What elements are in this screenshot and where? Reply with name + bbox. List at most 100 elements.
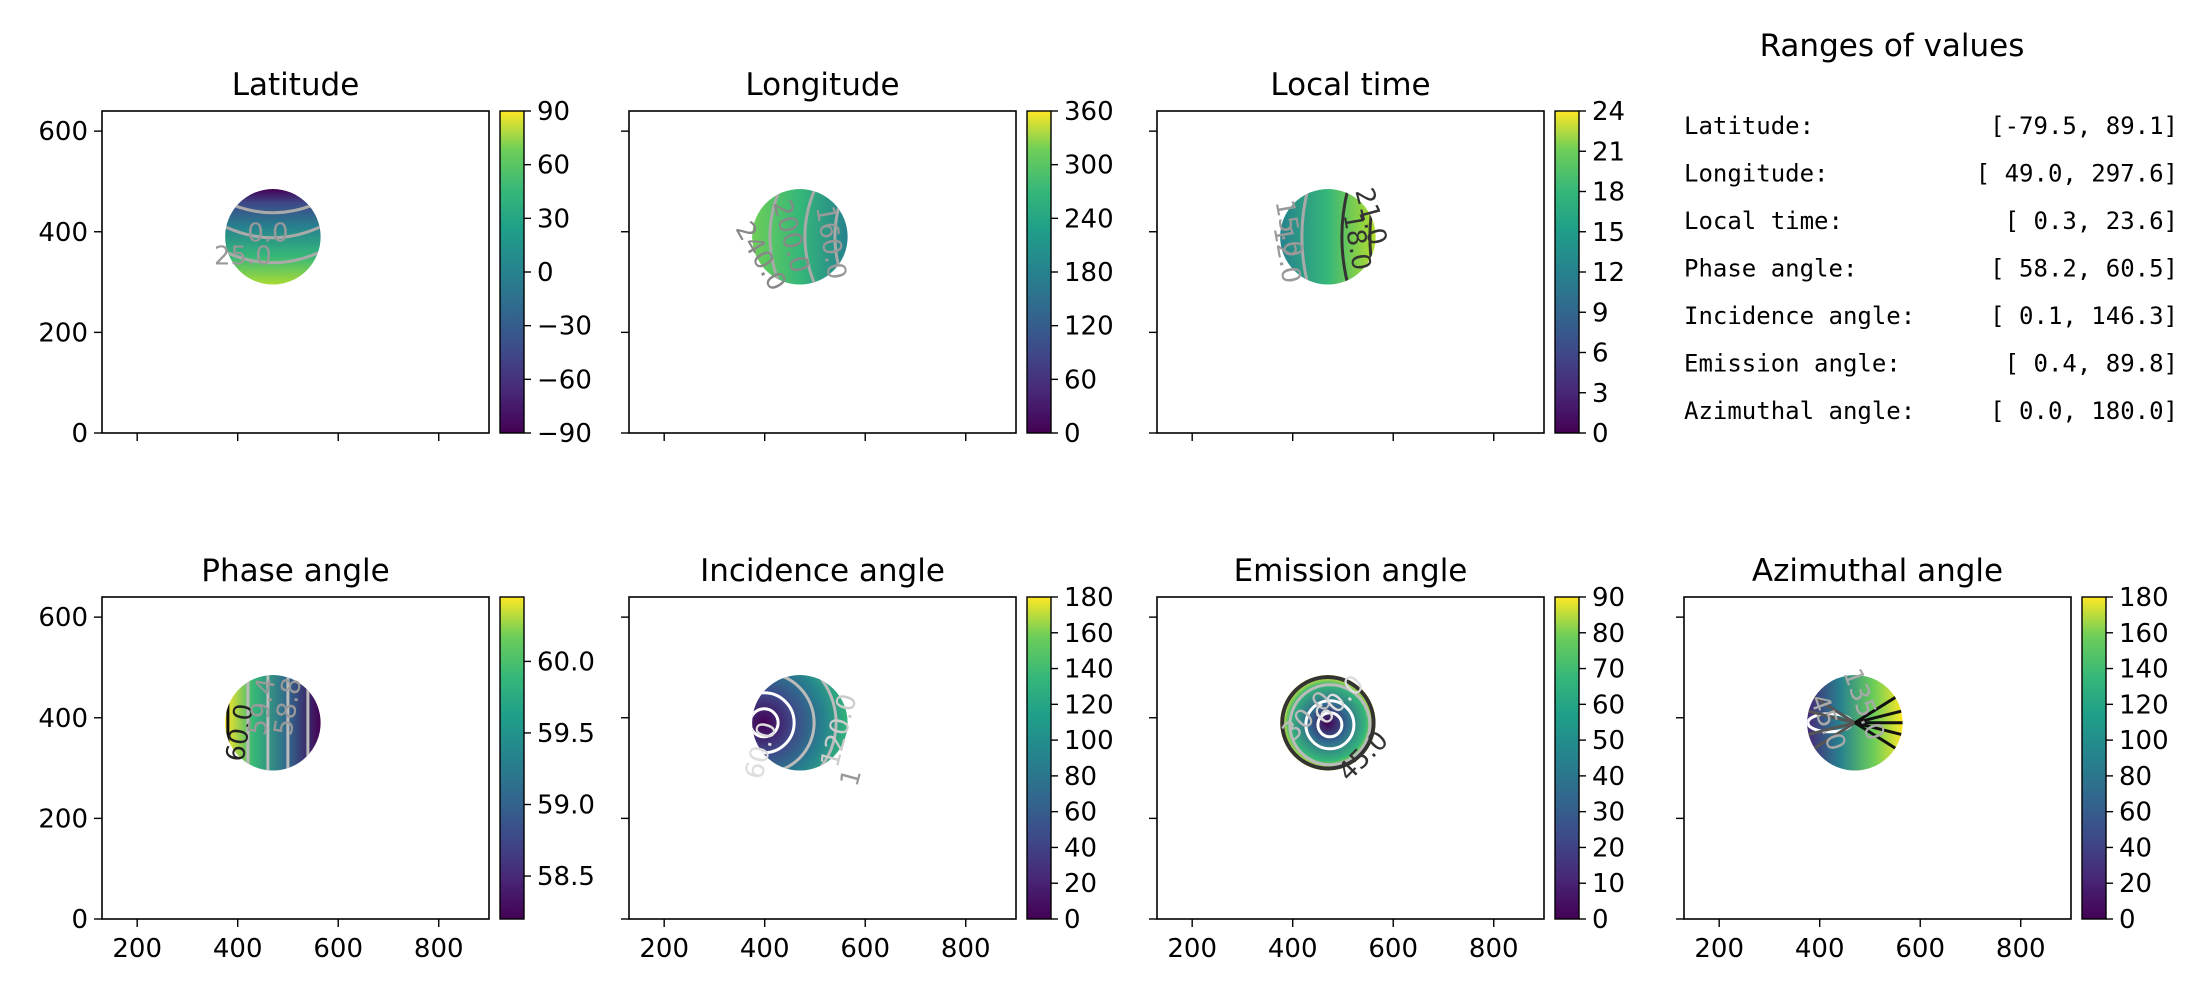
- range-value: [ 49.0, 297.6]: [1976, 160, 2178, 188]
- colorbar-tick-label: 90: [1592, 583, 1625, 613]
- panel-title: Latitude: [232, 67, 360, 103]
- contour-label: 0.0: [247, 218, 288, 248]
- panel-title: Incidence angle: [700, 553, 945, 589]
- colorbar-tick-label: 20: [1592, 833, 1625, 863]
- colorbar-tick-label: 120: [2119, 690, 2169, 720]
- colorbar: [1554, 596, 1580, 920]
- y-tick-label: 600: [38, 117, 88, 147]
- contour-line: [1300, 189, 1310, 285]
- colorbar-tick-label: 20: [1064, 869, 1097, 899]
- y-tick-label: 400: [38, 704, 88, 734]
- range-value: [ 0.3, 23.6]: [2005, 207, 2178, 235]
- colorbar-tick-label: 0: [1064, 419, 1081, 449]
- panel-longitude: Longitude200.0160.0240.03603002401801206…: [621, 67, 1114, 449]
- colorbar-tick-label: −30: [537, 312, 592, 342]
- ranges-of-values: Ranges of values Latitude: [-79.5, 89.1] L…: [1684, 28, 2178, 425]
- colorbar-tick-label: 160: [1064, 619, 1114, 649]
- colorbar-tick-label: 60: [2119, 798, 2152, 828]
- colorbar-tick-label: 20: [2119, 869, 2152, 899]
- colorbar-tick-label: 140: [1064, 655, 1114, 685]
- colorbar-tick-label: 0: [1592, 905, 1609, 935]
- colorbar-tick-label: 9: [1592, 298, 1609, 328]
- ranges-title: Ranges of values: [1760, 28, 2025, 64]
- contour-line: [752, 707, 780, 739]
- colorbar-tick-label: −60: [537, 365, 592, 395]
- panel-title: Emission angle: [1234, 553, 1468, 589]
- panel-title: Longitude: [745, 67, 899, 103]
- colorbar-tick-label: 0: [1592, 419, 1609, 449]
- x-tick-label: 800: [1996, 934, 2046, 964]
- contour-line: [1854, 721, 1903, 737]
- colorbar-tick-label: 360: [1064, 97, 1114, 127]
- colorbar-tick-label: 12: [1592, 258, 1625, 288]
- colorbar-tick-label: 160: [2119, 619, 2169, 649]
- colorbar-tick-label: 59.5: [537, 719, 595, 749]
- colorbar-tick-label: 300: [1064, 151, 1114, 181]
- colorbar: [1026, 596, 1052, 920]
- range-value: [ 0.4, 89.8]: [2005, 350, 2178, 378]
- colorbar-tick-label: 80: [2119, 762, 2152, 792]
- colorbar-tick-label: 180: [2119, 583, 2169, 613]
- x-tick-label: 800: [941, 934, 991, 964]
- y-tick-label: 600: [38, 603, 88, 633]
- colorbar-tick-label: 140: [2119, 655, 2169, 685]
- range-label: Latitude:: [1684, 112, 1814, 140]
- contour-line: [1854, 691, 1903, 725]
- x-tick-label: 800: [414, 934, 464, 964]
- colorbar-tick-label: 60: [1064, 365, 1097, 395]
- colorbar-tick-label: 18: [1592, 178, 1625, 208]
- contour-line: [1807, 709, 1856, 725]
- colorbar-tick-label: 120: [1064, 690, 1114, 720]
- colorbar-tick-label: 3: [1592, 379, 1609, 409]
- contour-lines: [1280, 675, 1376, 771]
- x-tick-label: 600: [1895, 934, 1945, 964]
- range-value: [-79.5, 89.1]: [1990, 112, 2178, 140]
- range-label: Phase angle:: [1684, 255, 1857, 283]
- range-value: [ 58.2, 60.5]: [1990, 255, 2178, 283]
- contour-lines: [226, 675, 310, 771]
- y-tick-label: 0: [71, 905, 88, 935]
- colorbar-tick-label: 0: [537, 258, 554, 288]
- contour-lines: [1807, 691, 1903, 755]
- x-tick-label: 200: [112, 934, 162, 964]
- contour-line: [225, 250, 321, 265]
- colorbar-tick-label: 80: [1592, 619, 1625, 649]
- colorbar: [1026, 110, 1052, 434]
- contour-label: 25.0: [214, 241, 272, 271]
- colorbar-tick-label: 15: [1592, 218, 1625, 248]
- range-label: Emission angle:: [1684, 350, 1901, 378]
- y-tick-label: 200: [38, 318, 88, 348]
- colorbar-tick-label: 21: [1592, 137, 1625, 167]
- colorbar: [499, 596, 525, 920]
- colorbar-tick-label: 24: [1592, 97, 1625, 127]
- y-tick-label: 0: [71, 419, 88, 449]
- colorbar-tick-label: 50: [1592, 726, 1625, 756]
- panel-title: Local time: [1270, 67, 1430, 103]
- colorbar-tick-label: 58.5: [537, 862, 595, 892]
- planet-disc: [752, 189, 848, 285]
- contour-line: [1854, 721, 1903, 755]
- colorbar-tick-label: 60.0: [537, 647, 595, 677]
- x-tick-label: 600: [840, 934, 890, 964]
- colorbar-tick-label: 30: [1592, 798, 1625, 828]
- x-tick-label: 200: [639, 934, 689, 964]
- contour-line: [1807, 721, 1856, 737]
- contour-lines: [752, 675, 848, 771]
- colorbar-tick-label: 40: [1592, 762, 1625, 792]
- colorbar-tick-label: 60: [1592, 690, 1625, 720]
- range-value: [ 0.0, 180.0]: [1990, 397, 2178, 425]
- panel-latitude: Latitude 0.025.0 0 200 400 600 90 60 30 0 −30 −60 −9…: [38, 67, 592, 449]
- contour-line: [1807, 691, 1856, 725]
- planet-disc: [752, 675, 848, 771]
- x-tick-label: 200: [1167, 934, 1217, 964]
- y-tick-label: 400: [38, 218, 88, 248]
- x-tick-label: 600: [1368, 934, 1418, 964]
- contour-line: [225, 225, 321, 240]
- colorbar-tick-label: 180: [1064, 258, 1114, 288]
- range-label: Incidence angle:: [1684, 302, 1915, 330]
